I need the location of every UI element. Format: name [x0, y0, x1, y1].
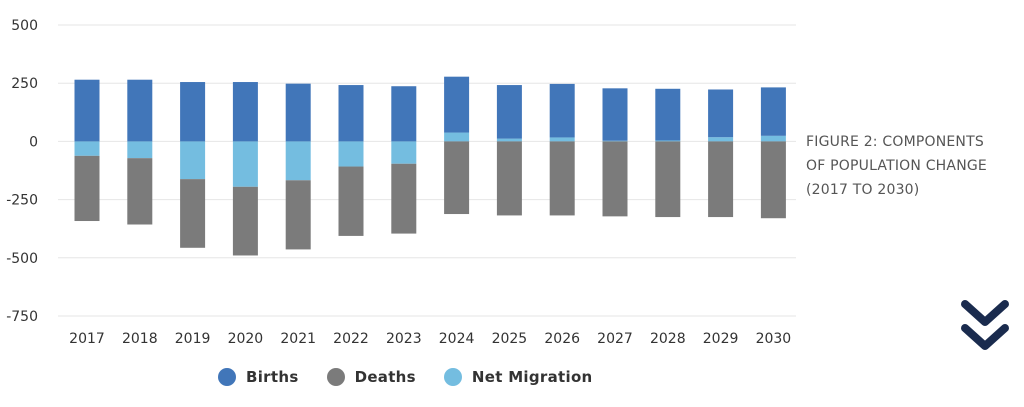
net-migration-bar-2028: [655, 140, 681, 142]
births-bar-2022: [338, 85, 364, 142]
x-tick-label: 2029: [703, 331, 739, 347]
x-tick-label: 2018: [122, 331, 158, 347]
births-bar-2024: [444, 76, 470, 133]
net-migration-bar-2019: [180, 141, 206, 180]
births-bar-2030: [760, 87, 786, 136]
deaths-bar-2017: [74, 155, 100, 222]
deaths-legend-swatch: [326, 368, 345, 386]
x-tick-label: 2026: [544, 331, 580, 347]
x-axis-ticks: 2017 2018 2019 2020 2021 2022 2023 2024 2025 2026…: [69, 331, 791, 347]
deaths-bar-2025: [496, 141, 522, 216]
births-bar-2028: [655, 88, 681, 141]
legend-label-net-migration: Net Migration: [471, 368, 593, 386]
x-tick-label: 2023: [386, 331, 422, 347]
births-bar-2020: [232, 82, 258, 142]
legend-item-net-migration[interactable]: Net Migration: [443, 368, 593, 386]
net-migration-bar-2026: [549, 137, 575, 142]
x-tick-label: 2028: [650, 331, 686, 347]
births-bar-2026: [549, 83, 575, 138]
deaths-bar-2026: [549, 141, 575, 216]
x-tick-label: 2027: [597, 331, 633, 347]
y-tick-label: 500: [11, 18, 38, 34]
net-migration-bar-2025: [496, 138, 522, 142]
deaths-bar-2023: [391, 163, 417, 234]
grid-lines: [58, 24, 796, 317]
y-tick-label: -250: [6, 193, 38, 209]
x-tick-label: 2022: [333, 331, 369, 347]
net-migration-bar-2023: [391, 141, 417, 164]
x-tick-label: 2021: [280, 331, 316, 347]
births-bar-2021: [285, 83, 311, 142]
y-tick-label: 0: [29, 134, 38, 150]
net-migration-bar-2021: [285, 141, 311, 181]
x-tick-label: 2030: [756, 331, 792, 347]
births-bar-2018: [127, 79, 153, 142]
legend: Births Deaths Net Migration: [218, 368, 621, 386]
net-migration-bar-2027: [602, 140, 628, 142]
net-migration-bar-2030: [760, 135, 786, 142]
net-migration-bar-2020: [232, 141, 258, 187]
x-tick-label: 2020: [228, 331, 264, 347]
births-bar-2017: [74, 79, 100, 142]
figure-caption: FIGURE 2: COMPONENTS OF POPULATION CHANG…: [806, 130, 1021, 202]
deaths-bar-2024: [444, 141, 470, 215]
legend-item-deaths[interactable]: Deaths: [326, 368, 416, 386]
legend-label-deaths: Deaths: [354, 368, 416, 386]
births-bar-2023: [391, 86, 417, 142]
deaths-bar-2028: [655, 141, 681, 218]
y-tick-label: -750: [6, 309, 38, 325]
net-migration-bar-2017: [74, 141, 100, 156]
chart: 500 250 0 -250 -500 -750 2017 2018 2019 2020 2021…: [6, 18, 796, 347]
deaths-bar-2027: [602, 141, 628, 217]
deaths-bar-2029: [708, 141, 734, 218]
double-chevron-down-icon[interactable]: [958, 298, 1012, 356]
x-tick-label: 2024: [439, 331, 475, 347]
deaths-bar-2021: [285, 180, 311, 250]
deaths-bar-2030: [760, 141, 786, 219]
x-tick-label: 2025: [492, 331, 528, 347]
deaths-bar-2018: [127, 158, 153, 225]
x-tick-label: 2019: [175, 331, 211, 347]
legend-item-births[interactable]: Births: [218, 368, 299, 386]
births-bar-2019: [180, 82, 206, 142]
net-migration-legend-swatch: [443, 368, 462, 386]
y-tick-label: -500: [6, 251, 38, 267]
net-migration-bar-2022: [338, 141, 364, 167]
caption-line-2: OF POPULATION CHANGE: [806, 158, 987, 174]
births-bar-2025: [496, 85, 522, 139]
x-tick-label: 2017: [69, 331, 105, 347]
net-migration-bar-2024: [444, 132, 470, 142]
legend-label-births: Births: [246, 368, 299, 386]
y-tick-label: 250: [11, 76, 38, 92]
bars: [74, 76, 786, 256]
caption-line-1: FIGURE 2: COMPONENTS: [806, 134, 984, 150]
net-migration-bar-2029: [708, 137, 734, 142]
deaths-bar-2020: [232, 186, 258, 256]
deaths-bar-2019: [180, 179, 206, 248]
deaths-bar-2022: [338, 166, 364, 236]
births-bar-2029: [708, 89, 734, 138]
net-migration-bar-2018: [127, 141, 153, 159]
births-bar-2027: [602, 88, 628, 141]
y-axis-ticks: 500 250 0 -250 -500 -750: [6, 18, 38, 325]
births-legend-swatch: [218, 368, 236, 386]
caption-line-3: (2017 TO 2030): [806, 182, 920, 198]
